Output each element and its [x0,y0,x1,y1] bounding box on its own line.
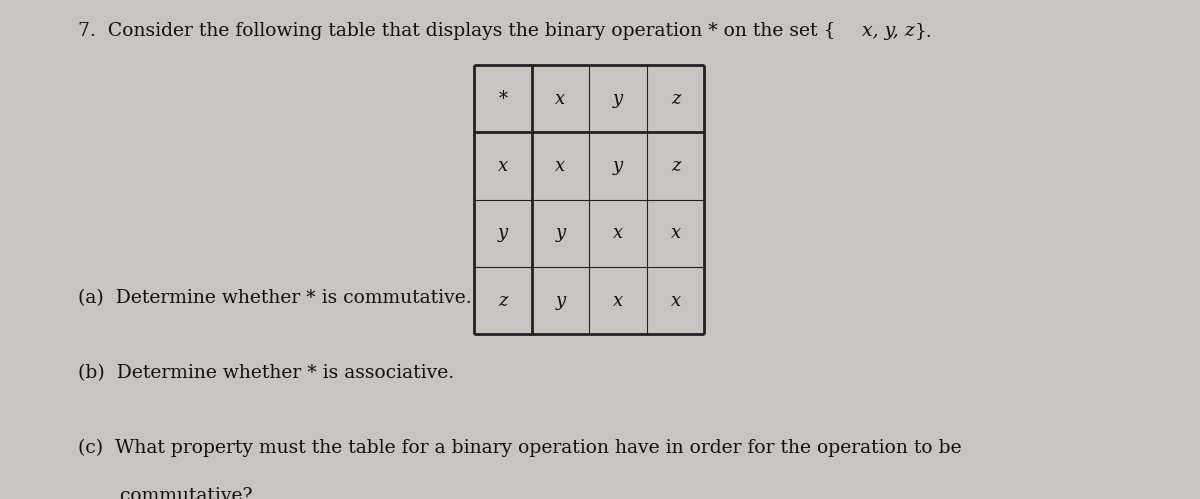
Text: }.: }. [914,22,932,40]
Text: *: * [498,89,508,108]
Text: y: y [613,89,623,108]
Text: (a)  Determine whether * is commutative.: (a) Determine whether * is commutative. [78,289,472,307]
Text: commutative?: commutative? [78,487,252,499]
Text: z: z [671,157,680,175]
Text: x: x [556,89,565,108]
Text: x: x [556,157,565,175]
Text: x, y, z: x, y, z [863,22,914,40]
Text: x: x [613,291,623,310]
Text: y: y [613,157,623,175]
Text: z: z [671,89,680,108]
Text: (b)  Determine whether * is associative.: (b) Determine whether * is associative. [78,364,454,382]
Text: 7.  Consider the following table that displays the binary operation * on the set: 7. Consider the following table that dis… [78,22,835,40]
Text: y: y [556,224,565,243]
Text: x: x [613,224,623,243]
Text: (c)  What property must the table for a binary operation have in order for the o: (c) What property must the table for a b… [78,439,961,458]
Text: y: y [498,224,508,243]
Text: x: x [498,157,508,175]
Text: y: y [556,291,565,310]
Text: x: x [671,291,680,310]
Text: z: z [498,291,508,310]
Text: x: x [671,224,680,243]
